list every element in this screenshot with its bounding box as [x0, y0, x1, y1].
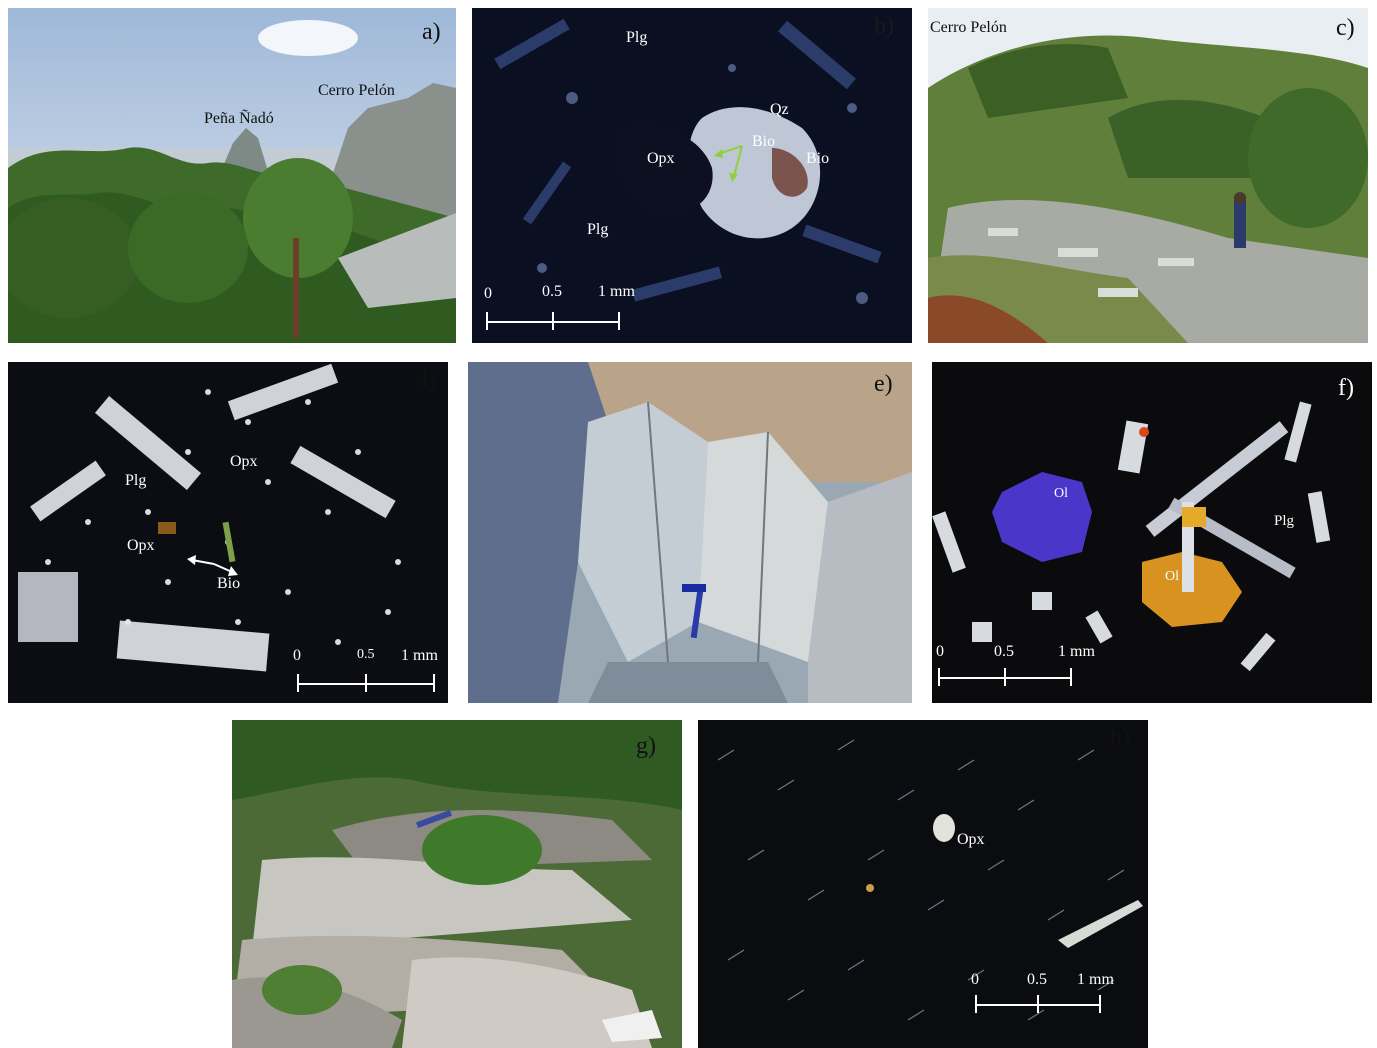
label-cerro-pelon: Cerro Pelón [318, 82, 395, 99]
panel-d-scene [8, 362, 448, 703]
scale-f-0: 0 [936, 643, 944, 660]
label-opx: Opx [647, 150, 675, 167]
panel-b-letter: b) [874, 13, 894, 39]
scale-bar-b: 0 0.5 1 mm [484, 283, 635, 334]
scale-f-1mm: 1 mm [1058, 643, 1095, 660]
panel-f-micrograph: f) Ol Ol Plg 0 0.5 1 mm [932, 362, 1372, 703]
scale-h-05: 0.5 [1027, 971, 1047, 988]
panel-a-letter: a) [422, 19, 441, 45]
label-bio-d: Bio [217, 575, 241, 592]
label-plg-bottom: Plg [587, 221, 609, 238]
scale-bar-f: 0 0.5 1 mm [936, 643, 1095, 694]
label-pena-nado: Peña Ñadó [204, 110, 274, 127]
arrows-bio-d [187, 555, 238, 576]
label-opx-d-top: Opx [230, 453, 258, 470]
panel-g-letter: g) [636, 733, 656, 759]
panel-d-micrograph: d) Plg Opx Opx Bio 0 0.5 1 mm [8, 362, 448, 703]
scale-h-1mm: 1 mm [1077, 971, 1114, 988]
scale-h-0: 0 [971, 971, 979, 988]
label-plg-top: Plg [626, 29, 648, 46]
panel-h-letter: h) [1110, 725, 1130, 751]
panel-g-scene [232, 720, 682, 1048]
panel-e-letter: e) [874, 371, 893, 397]
scale-b-1mm: 1 mm [598, 283, 635, 300]
panel-b-scene [472, 8, 912, 343]
label-opx-d-left: Opx [127, 537, 155, 554]
scale-f-05: 0.5 [994, 643, 1014, 660]
panel-a-scene [8, 8, 456, 343]
panel-h-scene [698, 720, 1148, 1048]
panel-c-photo: c) Cerro Pelón [928, 8, 1368, 343]
panel-e-scene [468, 362, 912, 703]
panel-b-micrograph: b) Plg Qz Bio Bio Opx Plg 0 0.5 1 mm [472, 8, 912, 343]
panel-c-letter: c) [1336, 15, 1355, 41]
label-plg-f: Plg [1274, 513, 1295, 529]
panel-d-letter: d) [416, 367, 436, 393]
label-bio-right: Bio [806, 150, 830, 167]
panel-a-photo: a) Peña Ñadó Cerro Pelón [8, 8, 456, 343]
arrows-bio [714, 145, 743, 182]
label-qz: Qz [770, 101, 789, 118]
scale-b-05: 0.5 [542, 283, 562, 300]
label-ol-orange: Ol [1165, 569, 1179, 584]
panel-c-scene [928, 8, 1368, 343]
panel-h-micrograph: h) Opx 0 0.5 1 mm [698, 720, 1148, 1048]
label-plg-d: Plg [125, 472, 147, 489]
scale-b-0: 0 [484, 285, 492, 302]
scale-d-05: 0.5 [357, 647, 375, 662]
scale-bar-h: 0 0.5 1 mm [971, 971, 1115, 1022]
label-cerro-pelon-c: Cerro Pelón [930, 19, 1007, 36]
scale-d-0: 0 [293, 647, 301, 664]
scale-d-1mm: 1 mm [401, 647, 438, 664]
panel-e-photo: e) [468, 362, 912, 703]
label-bio-center: Bio [752, 133, 776, 150]
label-ol-blue: Ol [1054, 486, 1068, 501]
panel-f-scene [932, 362, 1372, 703]
panel-f-letter: f) [1338, 375, 1354, 401]
panel-g-photo: g) [232, 720, 682, 1048]
scale-bar-d: 0 0.5 1 mm [293, 647, 438, 698]
label-opx-h: Opx [957, 831, 985, 848]
